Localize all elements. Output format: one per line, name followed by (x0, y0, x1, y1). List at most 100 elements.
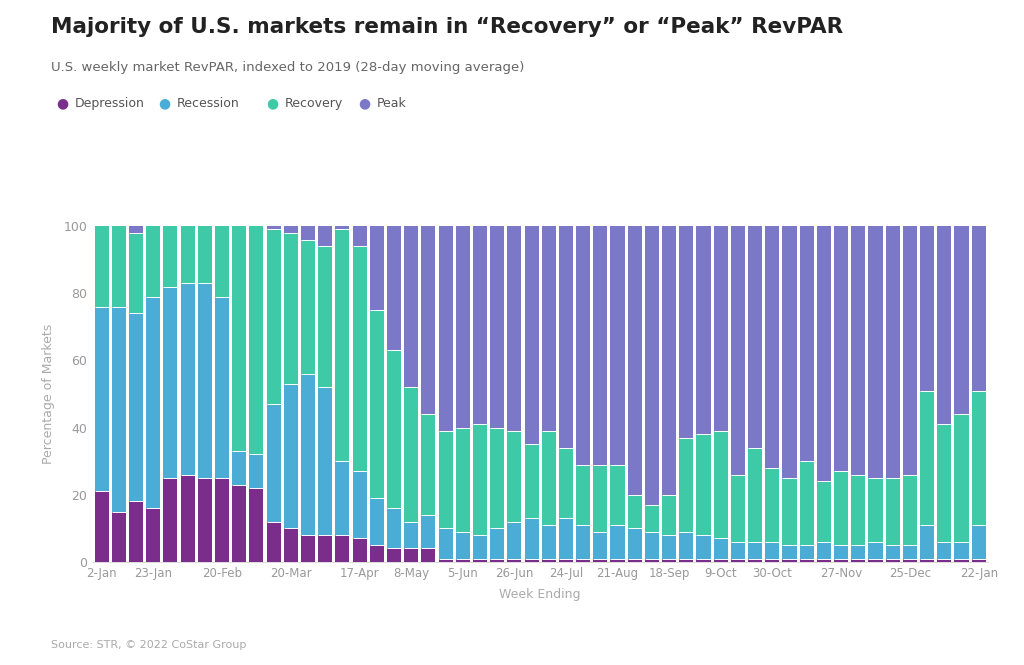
Bar (610, 226, 625, 465)
Bar (370, 545, 384, 562)
Bar (94, 491, 109, 562)
Bar (731, 475, 745, 542)
Bar (352, 246, 367, 471)
Bar (456, 532, 470, 559)
Bar (749, 542, 762, 559)
Bar (765, 559, 779, 562)
Bar (749, 559, 762, 562)
Bar (954, 542, 969, 559)
Bar (937, 542, 951, 559)
Bar (851, 226, 865, 475)
Bar (868, 226, 883, 478)
Bar (335, 535, 349, 562)
Bar (129, 501, 143, 562)
Bar (284, 528, 298, 562)
Bar (438, 559, 453, 562)
Bar (542, 431, 556, 525)
Bar (645, 559, 659, 562)
Bar (559, 518, 573, 559)
Bar (438, 528, 453, 559)
Bar (421, 549, 435, 562)
Bar (198, 478, 212, 562)
Bar (835, 559, 848, 562)
Bar (559, 226, 573, 448)
Bar (610, 525, 625, 559)
Bar (696, 535, 711, 559)
Bar (387, 508, 401, 549)
Bar (215, 478, 229, 562)
Bar (266, 521, 281, 562)
Bar (438, 431, 453, 528)
Bar (817, 559, 830, 562)
Bar (645, 226, 659, 505)
Bar (232, 451, 246, 485)
Bar (370, 226, 384, 310)
Bar (232, 159, 246, 226)
Bar (352, 471, 367, 539)
Bar (937, 424, 951, 542)
Bar (696, 226, 711, 434)
Bar (868, 478, 883, 542)
Bar (370, 310, 384, 498)
Bar (765, 542, 779, 559)
Bar (903, 475, 916, 545)
Bar (868, 559, 883, 562)
Bar (782, 545, 797, 559)
Bar (146, 297, 161, 508)
Bar (903, 559, 916, 562)
Bar (714, 539, 728, 559)
Bar (886, 478, 900, 545)
Bar (954, 414, 969, 542)
Bar (765, 468, 779, 542)
Bar (456, 226, 470, 428)
Bar (886, 559, 900, 562)
Bar (903, 545, 916, 559)
Bar (851, 545, 865, 559)
Bar (507, 431, 521, 521)
Bar (524, 559, 539, 562)
Bar (714, 431, 728, 539)
Bar (749, 226, 762, 448)
Bar (335, 229, 349, 462)
Bar (972, 390, 986, 525)
Bar (250, 488, 263, 562)
Bar (817, 542, 830, 559)
Bar (164, 287, 177, 478)
Bar (714, 559, 728, 562)
Bar (954, 559, 969, 562)
Bar (628, 528, 642, 559)
Bar (146, 508, 161, 562)
Bar (232, 159, 246, 451)
Bar (524, 226, 539, 444)
Bar (782, 559, 797, 562)
Bar (817, 481, 830, 542)
Bar (232, 485, 246, 562)
Bar (404, 521, 418, 549)
Bar (851, 475, 865, 545)
Bar (679, 226, 693, 438)
Text: Depression: Depression (75, 96, 144, 110)
Bar (129, 226, 143, 233)
Text: ●: ● (56, 96, 69, 110)
Bar (628, 559, 642, 562)
Bar (421, 414, 435, 515)
Bar (112, 226, 126, 307)
Bar (456, 428, 470, 532)
Bar (937, 559, 951, 562)
Bar (301, 226, 315, 239)
Bar (404, 387, 418, 521)
Bar (920, 559, 934, 562)
Bar (507, 521, 521, 559)
Bar (215, 226, 229, 297)
Bar (524, 444, 539, 518)
Text: Recession: Recession (177, 96, 240, 110)
Bar (284, 233, 298, 384)
Bar (920, 226, 934, 390)
Bar (663, 559, 676, 562)
Bar (404, 549, 418, 562)
Bar (663, 495, 676, 535)
Bar (335, 226, 349, 229)
Bar (954, 226, 969, 414)
Bar (301, 535, 315, 562)
Bar (473, 424, 487, 535)
